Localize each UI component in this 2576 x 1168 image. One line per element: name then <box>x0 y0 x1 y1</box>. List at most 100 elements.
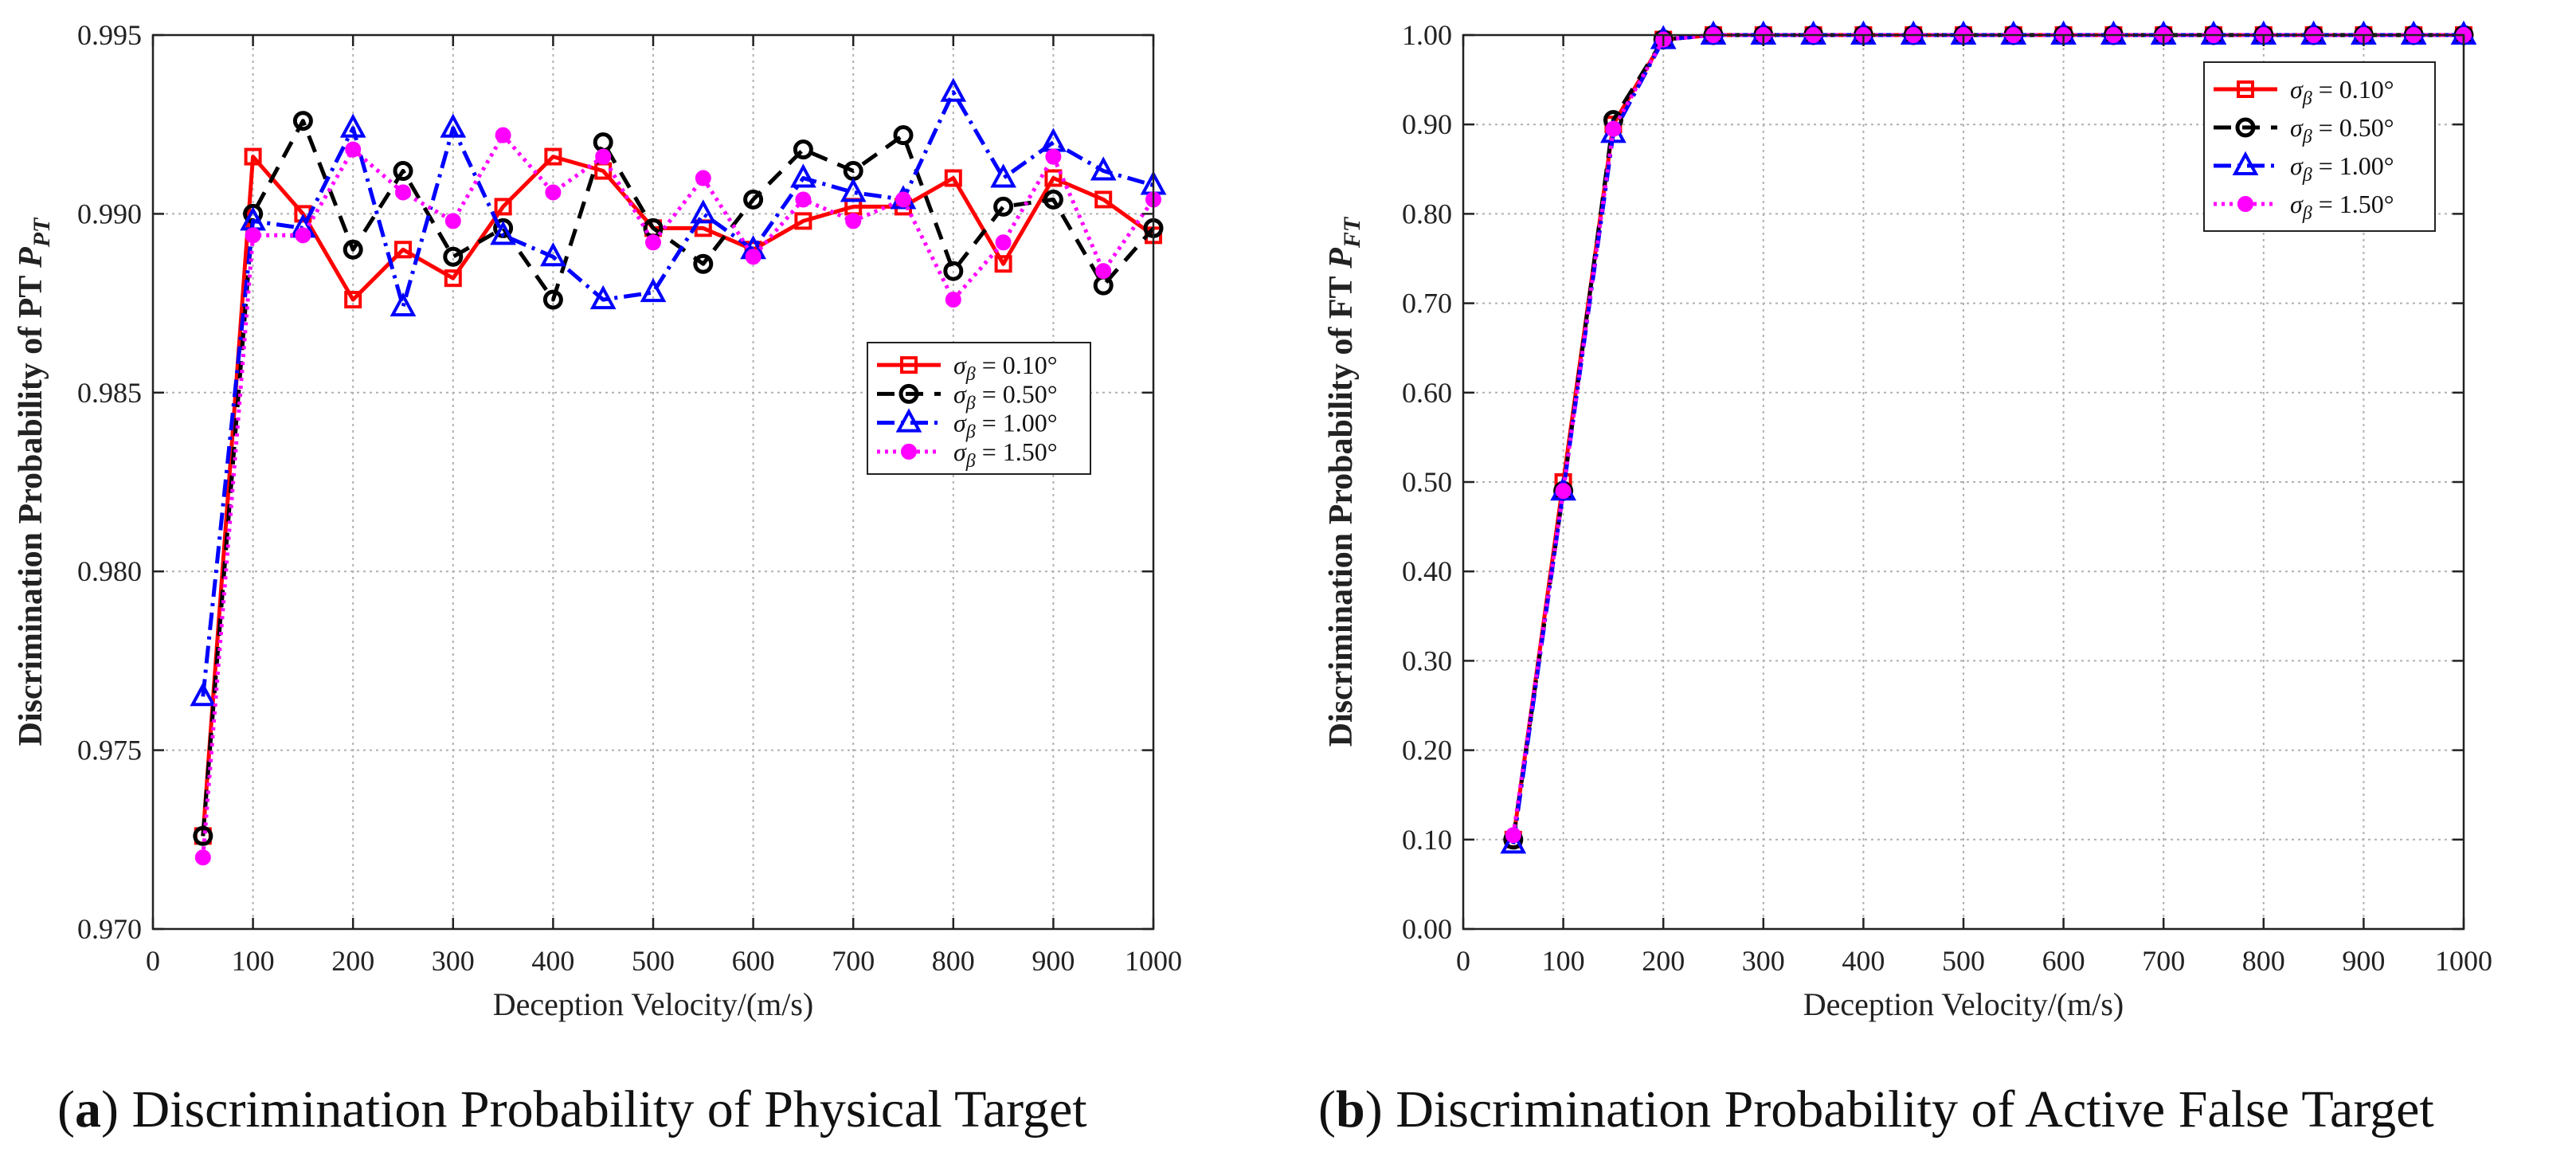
data-point <box>339 113 366 138</box>
data-point <box>895 191 911 208</box>
x-tick-label: 700 <box>832 945 875 977</box>
y-axis-label: Discrimination Probability of PT PPT <box>13 217 55 746</box>
data-point <box>945 292 961 308</box>
legend-marker <box>900 356 918 374</box>
x-tick-label: 800 <box>2242 945 2285 977</box>
data-point <box>795 191 812 208</box>
data-point <box>695 170 711 186</box>
x-tick-label: 500 <box>1942 945 1985 977</box>
legend-label: σβ = 0.50° <box>953 379 1058 414</box>
data-point <box>640 277 667 303</box>
data-point <box>295 227 311 244</box>
data-point <box>490 221 516 245</box>
legend: σβ = 0.10° σβ = 0.50° σβ = 1.00° σβ = 1.50° <box>2203 61 2436 232</box>
data-point <box>790 163 816 188</box>
x-tick-label: 500 <box>632 945 675 977</box>
y-axis-label-symbol: P <box>1323 248 1360 269</box>
data-point <box>1045 148 1062 165</box>
y-tick-label: 1.00 <box>1402 19 1452 51</box>
y-tick-label: 0.20 <box>1402 735 1452 766</box>
x-tick-label: 300 <box>432 945 475 977</box>
series-line-3 <box>201 90 1154 697</box>
caption-a: (a) Discrimination Probability of Physic… <box>57 1080 1087 1140</box>
data-point <box>1505 827 1521 844</box>
x-tick-label: 900 <box>1032 945 1075 977</box>
y-tick-label: 0.995 <box>77 19 142 51</box>
caption-b-text: Discrimination Probability of Active Fal… <box>1382 1080 2434 1139</box>
chart-b: 0 100 200 300 400 500 600 700 800 900 1000 0.00 0.10… <box>1323 19 2492 1022</box>
legend-item-2: σβ = 0.50° <box>2214 113 2394 147</box>
y-tick-label: 0.40 <box>1402 555 1452 587</box>
data-point <box>545 184 562 201</box>
data-point <box>794 212 812 230</box>
data-point <box>745 249 761 265</box>
x-tick-label: 200 <box>331 945 374 977</box>
data-point <box>645 234 661 251</box>
y-tick-label: 0.990 <box>77 198 142 229</box>
data-point <box>544 147 562 166</box>
x-tick-label: 600 <box>732 945 775 977</box>
y-tick-label: 0.980 <box>77 555 142 587</box>
legend-item-2: σβ = 0.50° <box>877 379 1058 414</box>
panel-b: 0 100 200 300 400 500 600 700 800 900 1000 0.00 0.10… <box>1288 0 2576 1168</box>
y-axis-label-subscript: PT <box>29 217 55 248</box>
data-point <box>443 246 464 267</box>
data-point <box>1043 189 1063 210</box>
data-point <box>193 825 213 846</box>
y-axis-label: Discrimination Probability of FT PFT <box>1323 216 1365 747</box>
y-tick-label: 0.70 <box>1402 288 1452 319</box>
y-tick-label: 0.60 <box>1402 377 1452 409</box>
caption-b: (b) Discrimination Probability of Active… <box>1318 1080 2434 1140</box>
legend-label: σβ = 1.50° <box>953 437 1058 472</box>
legend-marker <box>2237 196 2253 212</box>
x-tick-label: 1000 <box>1125 945 1182 977</box>
x-tick-label: 300 <box>1742 945 1785 977</box>
legend-label: σβ = 0.10° <box>953 351 1058 385</box>
data-point <box>393 161 413 182</box>
x-tick-label: 400 <box>531 945 574 977</box>
y-tick-label: 0.80 <box>1402 198 1452 229</box>
data-point <box>394 241 412 259</box>
data-point <box>343 239 363 260</box>
data-point <box>395 184 411 201</box>
data-point <box>994 255 1012 273</box>
data-point <box>743 189 764 210</box>
legend-label: σβ = 1.50° <box>2290 190 2394 224</box>
legend-label: σβ = 0.50° <box>2290 113 2394 147</box>
legend-marker <box>901 443 917 460</box>
data-point <box>690 199 717 224</box>
legend-label: σβ = 1.00° <box>2290 151 2394 186</box>
data-point <box>440 113 467 138</box>
y-tick-label: 0.90 <box>1402 108 1452 140</box>
x-tick-label: 600 <box>2042 945 2085 977</box>
data-point <box>793 139 813 160</box>
legend-marker <box>2232 151 2259 175</box>
data-point <box>893 125 914 146</box>
data-point <box>390 292 417 317</box>
grid-lines <box>1463 35 2464 929</box>
x-tick-label: 0 <box>146 945 160 977</box>
data-point <box>444 269 462 288</box>
legend-marker <box>2235 117 2256 138</box>
data-point <box>595 148 612 165</box>
data-point <box>1044 169 1063 187</box>
data-point <box>940 77 967 102</box>
data-point <box>245 227 261 244</box>
data-point <box>1090 156 1117 181</box>
data-point <box>943 261 964 281</box>
data-point <box>840 178 867 202</box>
legend-item-4: σβ = 1.50° <box>877 437 1058 472</box>
x-axis-label: Deception Velocity/(m/s) <box>1803 986 2124 1022</box>
data-point <box>542 289 563 310</box>
data-point <box>1094 190 1113 209</box>
ticks: 0 100 200 300 400 500 600 700 800 900 1000 0.970 0.9… <box>77 19 1182 977</box>
x-tick-label: 700 <box>2142 945 2185 977</box>
data-point <box>1555 483 1572 500</box>
legend-item-1: σβ = 0.10° <box>877 351 1058 385</box>
y-axis-label-subscript: FT <box>1339 216 1365 249</box>
x-tick-label: 400 <box>1842 945 1885 977</box>
legend-label: σβ = 0.10° <box>2290 75 2394 109</box>
data-point <box>292 111 313 131</box>
data-point <box>345 141 362 158</box>
y-tick-label: 0.970 <box>77 913 142 945</box>
